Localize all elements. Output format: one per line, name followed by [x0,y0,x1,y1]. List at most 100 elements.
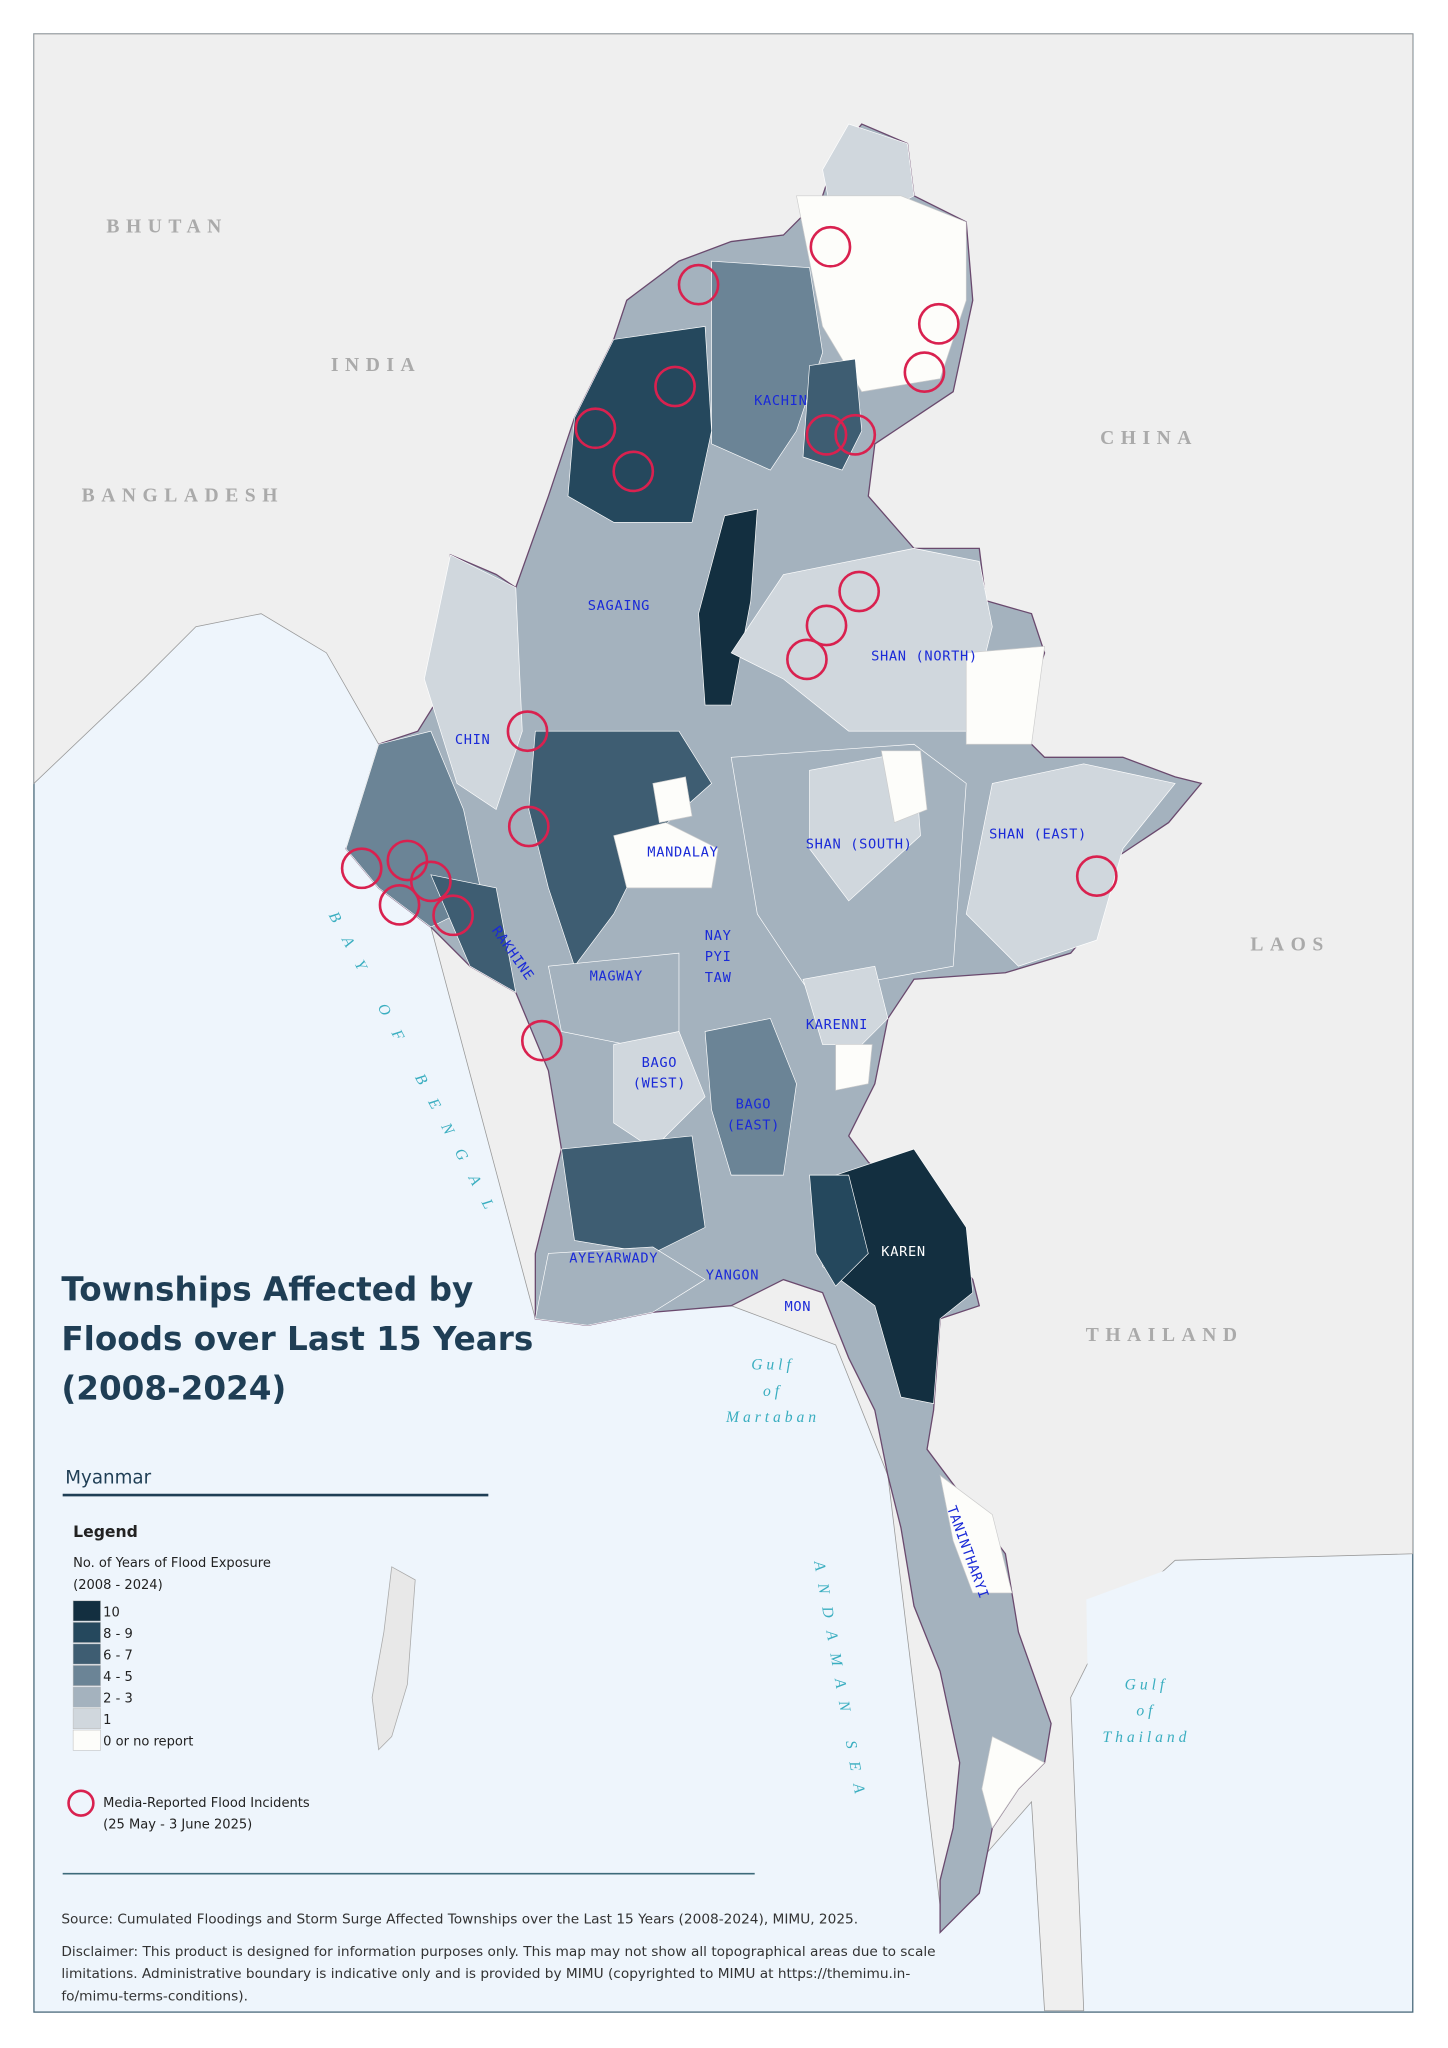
region [981,1736,1046,1829]
region-label: SHAN (NORTH) [871,649,978,665]
incident-markers [340,225,1118,1062]
country-label: THAILAND [1086,1325,1244,1346]
sea-label: of [763,1383,783,1400]
incident-marker [340,847,383,890]
region [835,1044,873,1091]
region [880,750,928,824]
region [567,326,712,523]
source: Source: Cumulated Floodings and Storm Su… [61,1911,858,1927]
incident-marker [809,225,852,268]
region [652,776,693,823]
region [809,1174,869,1287]
sea-label: of [1136,1703,1156,1720]
region-label: (EAST) [727,1117,780,1133]
country-label: LAOS [1250,935,1329,956]
legend-swatch [72,1686,101,1708]
subtitle: Myanmar [65,1467,151,1488]
region-label: MON [784,1299,811,1315]
incident-marker [507,805,550,848]
region-label: YANGON [706,1268,759,1284]
region-label: NAY [705,928,732,944]
legend-swatch [72,1665,101,1686]
legend-swatch [72,1643,101,1665]
legend-label: 10 [103,1605,120,1620]
legend-incident-marker [67,1789,95,1817]
incident-marker [917,302,960,345]
legend-title: Legend [73,1522,138,1541]
incident-marker [432,894,474,937]
region-label: TAW [705,970,732,986]
legend-swatch [72,1729,101,1751]
region-label: SHAN (SOUTH) [806,837,913,853]
region-label: SAGAING [588,598,650,614]
incident-marker [506,710,549,753]
disclaimer-line: limitations. Administrative boundary is … [61,1966,910,1982]
sea-label: Martaban [725,1409,820,1426]
region-label: KACHIN [754,393,807,409]
legend-label: 1 [103,1713,111,1728]
incident-marker [834,413,877,456]
incident-marker [409,860,452,903]
title-line: Floods over Last 15 Years [61,1320,533,1358]
region [802,965,889,1045]
legend-label: 0 or no report [103,1735,193,1750]
incident-marker [520,1019,563,1062]
disclaimer-line: Disclaimer: This product is designed for… [61,1944,935,1960]
incident-marker [612,450,655,493]
region-label: (WEST) [633,1076,686,1092]
region-label: KAREN [881,1244,925,1260]
region [613,1031,706,1150]
legend-label: 6 - 7 [103,1649,133,1664]
incident-marker [378,883,421,926]
incident-marker [838,570,881,613]
region [796,195,967,393]
region [711,260,823,471]
sea-label: Gulf [1125,1677,1169,1694]
region [704,1018,797,1176]
region [965,763,1176,967]
incident-marker [805,413,848,456]
legend-swatch [72,1622,101,1643]
incident-marker [574,407,617,450]
region [965,645,1045,745]
country-label: INDIA [331,355,421,376]
region [534,1246,706,1326]
gulf-of-thailand [1086,1566,1267,1881]
region-label: BAGO [642,1055,678,1071]
country-label: BHUTAN [106,216,227,237]
legend-label: 4 - 5 [103,1670,133,1685]
country-label: CHINA [1100,428,1198,449]
legend-swatch [72,1600,101,1622]
incident-marker [654,365,696,408]
region [802,358,863,471]
region-label: SHAN (EAST) [989,826,1087,842]
region-label: AYEYARWADY [569,1251,658,1267]
region [698,508,758,706]
incident-marker [805,604,848,647]
legend-label: 2 - 3 [103,1692,133,1707]
legend-measure: No. of Years of Flood Exposure [73,1556,271,1571]
region-label: CHIN [455,732,491,748]
legend-incident-label: (25 May - 3 June 2025) [103,1818,252,1833]
legend-measure: (2008 - 2024) [73,1578,163,1593]
legend-incident-label: Media-Reported Flood Incidents [103,1796,310,1811]
region-label: BAGO [736,1097,772,1113]
incident-marker [677,263,720,306]
region [613,822,719,889]
region-label: KARENNI [806,1017,868,1033]
region [561,1135,706,1254]
sea-label: Gulf [751,1357,795,1374]
incident-marker [903,351,946,394]
region [424,554,523,811]
incident-marker [786,638,828,681]
incident-marker [1075,855,1118,898]
region [822,1148,974,1405]
region [939,1474,1013,1594]
title-line: (2008-2024) [61,1370,286,1408]
country-label: BANGLADESH [82,485,284,506]
islands [371,1566,416,1751]
region [548,952,680,1045]
disclaimer-line: fo/mimu-terms-conditions). [61,1988,248,2004]
